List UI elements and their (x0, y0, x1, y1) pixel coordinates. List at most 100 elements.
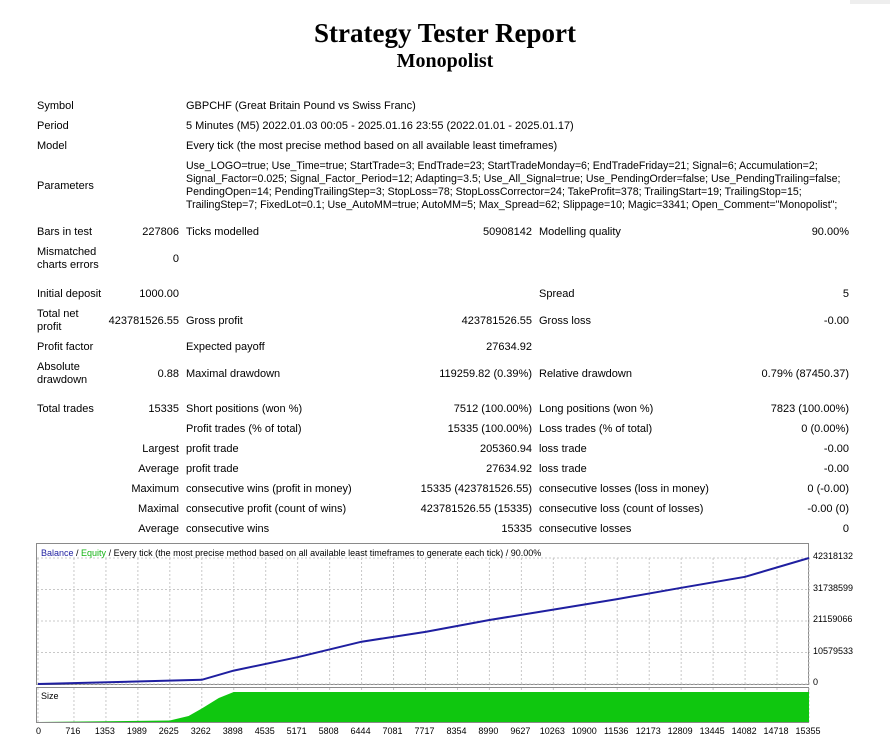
window-corner (850, 0, 890, 4)
size-chart: Size (36, 687, 810, 723)
size-chart-plot (37, 688, 810, 722)
x-tick-label: 15355 (795, 726, 821, 736)
period-label: Period (37, 120, 69, 132)
max-consecutive-wins-label: consecutive wins (profit in money) (186, 483, 352, 495)
gross-loss-label: Gross loss (539, 315, 591, 327)
maximal-consecutive-loss-value: -0.00 (0) (807, 503, 849, 515)
size-area (38, 692, 809, 722)
x-tick-label: 6444 (350, 726, 371, 736)
legend-balance: Balance (41, 548, 74, 558)
x-tick-label: 9627 (510, 726, 531, 736)
balance-line (37, 557, 810, 685)
expert-name: Monopolist (396, 50, 494, 72)
deposit-value: 1000.00 (139, 288, 179, 300)
x-tick-label: 12809 (667, 726, 693, 736)
loss-trades-label: Loss trades (% of total) (539, 423, 653, 435)
report-title: Strategy Tester Report (314, 18, 576, 48)
expected-payoff-label: Expected payoff (186, 341, 265, 353)
model-value: Every tick (the most precise method base… (186, 140, 558, 152)
average-consecutive-losses-label: consecutive losses (539, 523, 632, 535)
symbol-value: GBPCHF (Great Britain Pound vs Swiss Fra… (186, 100, 416, 112)
x-tick-label: 14718 (763, 726, 789, 736)
max-consecutive-wins-value: 15335 (423781526.55) (420, 483, 532, 495)
gross-loss-value: -0.00 (823, 315, 849, 327)
y-tick-label: 42318132 (813, 551, 854, 561)
absolute-drawdown-label: Absolute drawdown (37, 361, 88, 386)
mismatch-label: Mismatched charts errors (37, 246, 99, 271)
average-loss-value: -0.00 (823, 463, 849, 475)
x-tick-label: 13445 (699, 726, 725, 736)
largest-label: Largest (142, 443, 179, 455)
x-tick-label: 5808 (318, 726, 339, 736)
size-label: Size (41, 691, 59, 701)
maximum-label: Maximum (131, 483, 179, 495)
x-tick-label: 14082 (731, 726, 757, 736)
largest-profit-value: 205360.94 (480, 443, 532, 455)
relative-drawdown-value: 0.79% (87450.37) (761, 368, 849, 380)
max-consecutive-losses-label: consecutive losses (loss in money) (539, 483, 709, 495)
maximal-consecutive-loss-label: consecutive loss (count of losses) (539, 503, 704, 515)
spread-label: Spread (539, 288, 575, 300)
spread-value: 5 (842, 288, 849, 300)
relative-drawdown-label: Relative drawdown (539, 368, 632, 380)
total-trades-label: Total trades (37, 403, 94, 415)
average-loss-label: loss trade (539, 463, 587, 475)
largest-loss-value: -0.00 (823, 443, 849, 455)
parameters-label: Parameters (37, 180, 94, 192)
x-tick-label: 11536 (604, 726, 629, 736)
average-profit-label: profit trade (186, 463, 239, 475)
legend-description: / Every tick (the most precise method ba… (106, 548, 542, 558)
ticks-label: Ticks modelled (186, 226, 259, 238)
deposit-label: Initial deposit (37, 288, 102, 300)
largest-loss-label: loss trade (539, 443, 587, 455)
parameters-value: Use_LOGO=true; Use_Time=true; StartTrade… (186, 160, 841, 211)
y-tick-label: 21159066 (813, 614, 853, 624)
average-consecutive-wins-value: 15335 (501, 523, 532, 535)
ticks-value: 50908142 (483, 226, 532, 238)
average-consecutive-wins-label: consecutive wins (186, 523, 270, 535)
x-tick-label: 0 (35, 726, 42, 736)
average-profit-value: 27634.92 (486, 463, 532, 475)
long-positions-value: 7823 (100.00%) (770, 403, 849, 415)
profit-trades-value: 15335 (100.00%) (447, 423, 532, 435)
average-consecutive-losses-value: 0 (842, 523, 849, 535)
maximal-drawdown-label: Maximal drawdown (186, 368, 281, 380)
symbol-label: Symbol (37, 100, 74, 112)
bars-label: Bars in test (37, 226, 93, 238)
x-tick-label: 1353 (94, 726, 115, 736)
x-tick-label: 3898 (222, 726, 243, 736)
balance-chart: Balance / Equity / Every tick (the most … (36, 543, 810, 685)
max-consecutive-losses-value: 0 (-0.00) (807, 483, 849, 495)
x-tick-label: 7081 (382, 726, 403, 736)
x-tick-label: 8354 (446, 726, 467, 736)
x-tick-label: 3262 (190, 726, 211, 736)
maximal-consecutive-profit-label: consecutive profit (count of wins) (186, 503, 347, 515)
legend-separator: / (73, 548, 82, 558)
loss-trades-value: 0 (0.00%) (801, 423, 849, 435)
x-tick-label: 7717 (414, 726, 435, 736)
x-tick-label: 8990 (478, 726, 499, 736)
legend-equity: Equity (81, 548, 107, 558)
x-tick-label: 4535 (254, 726, 275, 736)
long-positions-label: Long positions (won %) (539, 403, 654, 415)
maximal-label: Maximal (138, 503, 179, 515)
x-tick-label: 10900 (571, 726, 597, 736)
largest-profit-label: profit trade (186, 443, 239, 455)
balance-chart-plot (37, 557, 810, 685)
profit-trades-label: Profit trades (% of total) (186, 423, 302, 435)
x-tick-label: 1989 (126, 726, 147, 736)
y-tick-label: 0 (813, 677, 819, 687)
expected-payoff-value: 27634.92 (486, 341, 532, 353)
y-tick-label: 10579533 (813, 645, 854, 656)
mismatch-value: 0 (172, 253, 179, 265)
model-label: Model (37, 140, 67, 152)
bars-value: 227806 (142, 226, 179, 238)
x-tick-label: 716 (65, 726, 81, 736)
gross-profit-label: Gross profit (186, 315, 243, 327)
y-tick-label: 31738599 (813, 582, 854, 593)
x-tick-label: 10263 (539, 726, 565, 736)
maximal-drawdown-value: 119259.82 (0.39%) (439, 368, 532, 380)
absolute-drawdown-value: 0.88 (157, 368, 179, 380)
short-positions-label: Short positions (won %) (186, 403, 303, 415)
net-profit-value: 423781526.55 (108, 315, 179, 327)
